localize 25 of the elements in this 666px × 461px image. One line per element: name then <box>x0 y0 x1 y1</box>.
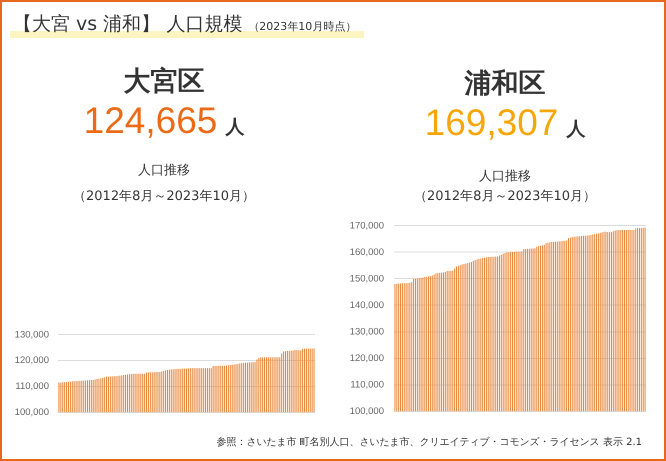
y-tick-label: 100,000 <box>14 406 49 418</box>
y-tick-label: 130,000 <box>14 329 49 340</box>
y-tick-label: 170,000 <box>350 220 384 232</box>
chart-subtitle: （2012年8月～2023年10月） <box>73 189 255 204</box>
text: 人 <box>225 116 244 138</box>
text: 124,665 <box>84 100 218 141</box>
y-tick-label: 150,000 <box>350 273 384 284</box>
text: 【大宮 vs 浦和】 人口規模 <box>13 13 242 35</box>
text: 人 <box>566 118 586 140</box>
y-tick-label: 120,000 <box>350 352 384 364</box>
y-tick-label: 110,000 <box>15 381 49 392</box>
y-tick-label: 130,000 <box>350 326 384 338</box>
text: 浦和区 <box>464 68 546 99</box>
chart-title: 人口推移 <box>479 169 531 184</box>
chart-subtitle: （2012年8月～2023年10月） <box>414 189 596 204</box>
text: 大宮区 <box>124 66 204 97</box>
y-tick-label: 110,000 <box>350 379 384 390</box>
text: （2023年10月時点） <box>248 20 356 33</box>
y-tick-label: 140,000 <box>350 300 384 311</box>
text: 169,307 <box>424 102 558 143</box>
text: 参照：さいたま市 町名別人口、さいたま市、クリエイティブ・コモンズ・ライセンス 表示 2.1 <box>216 437 642 448</box>
y-tick-label: 120,000 <box>14 355 49 366</box>
y-tick-label: 100,000 <box>350 406 384 417</box>
chart-title: 人口推移 <box>138 163 190 178</box>
y-tick-label: 160,000 <box>350 246 384 258</box>
